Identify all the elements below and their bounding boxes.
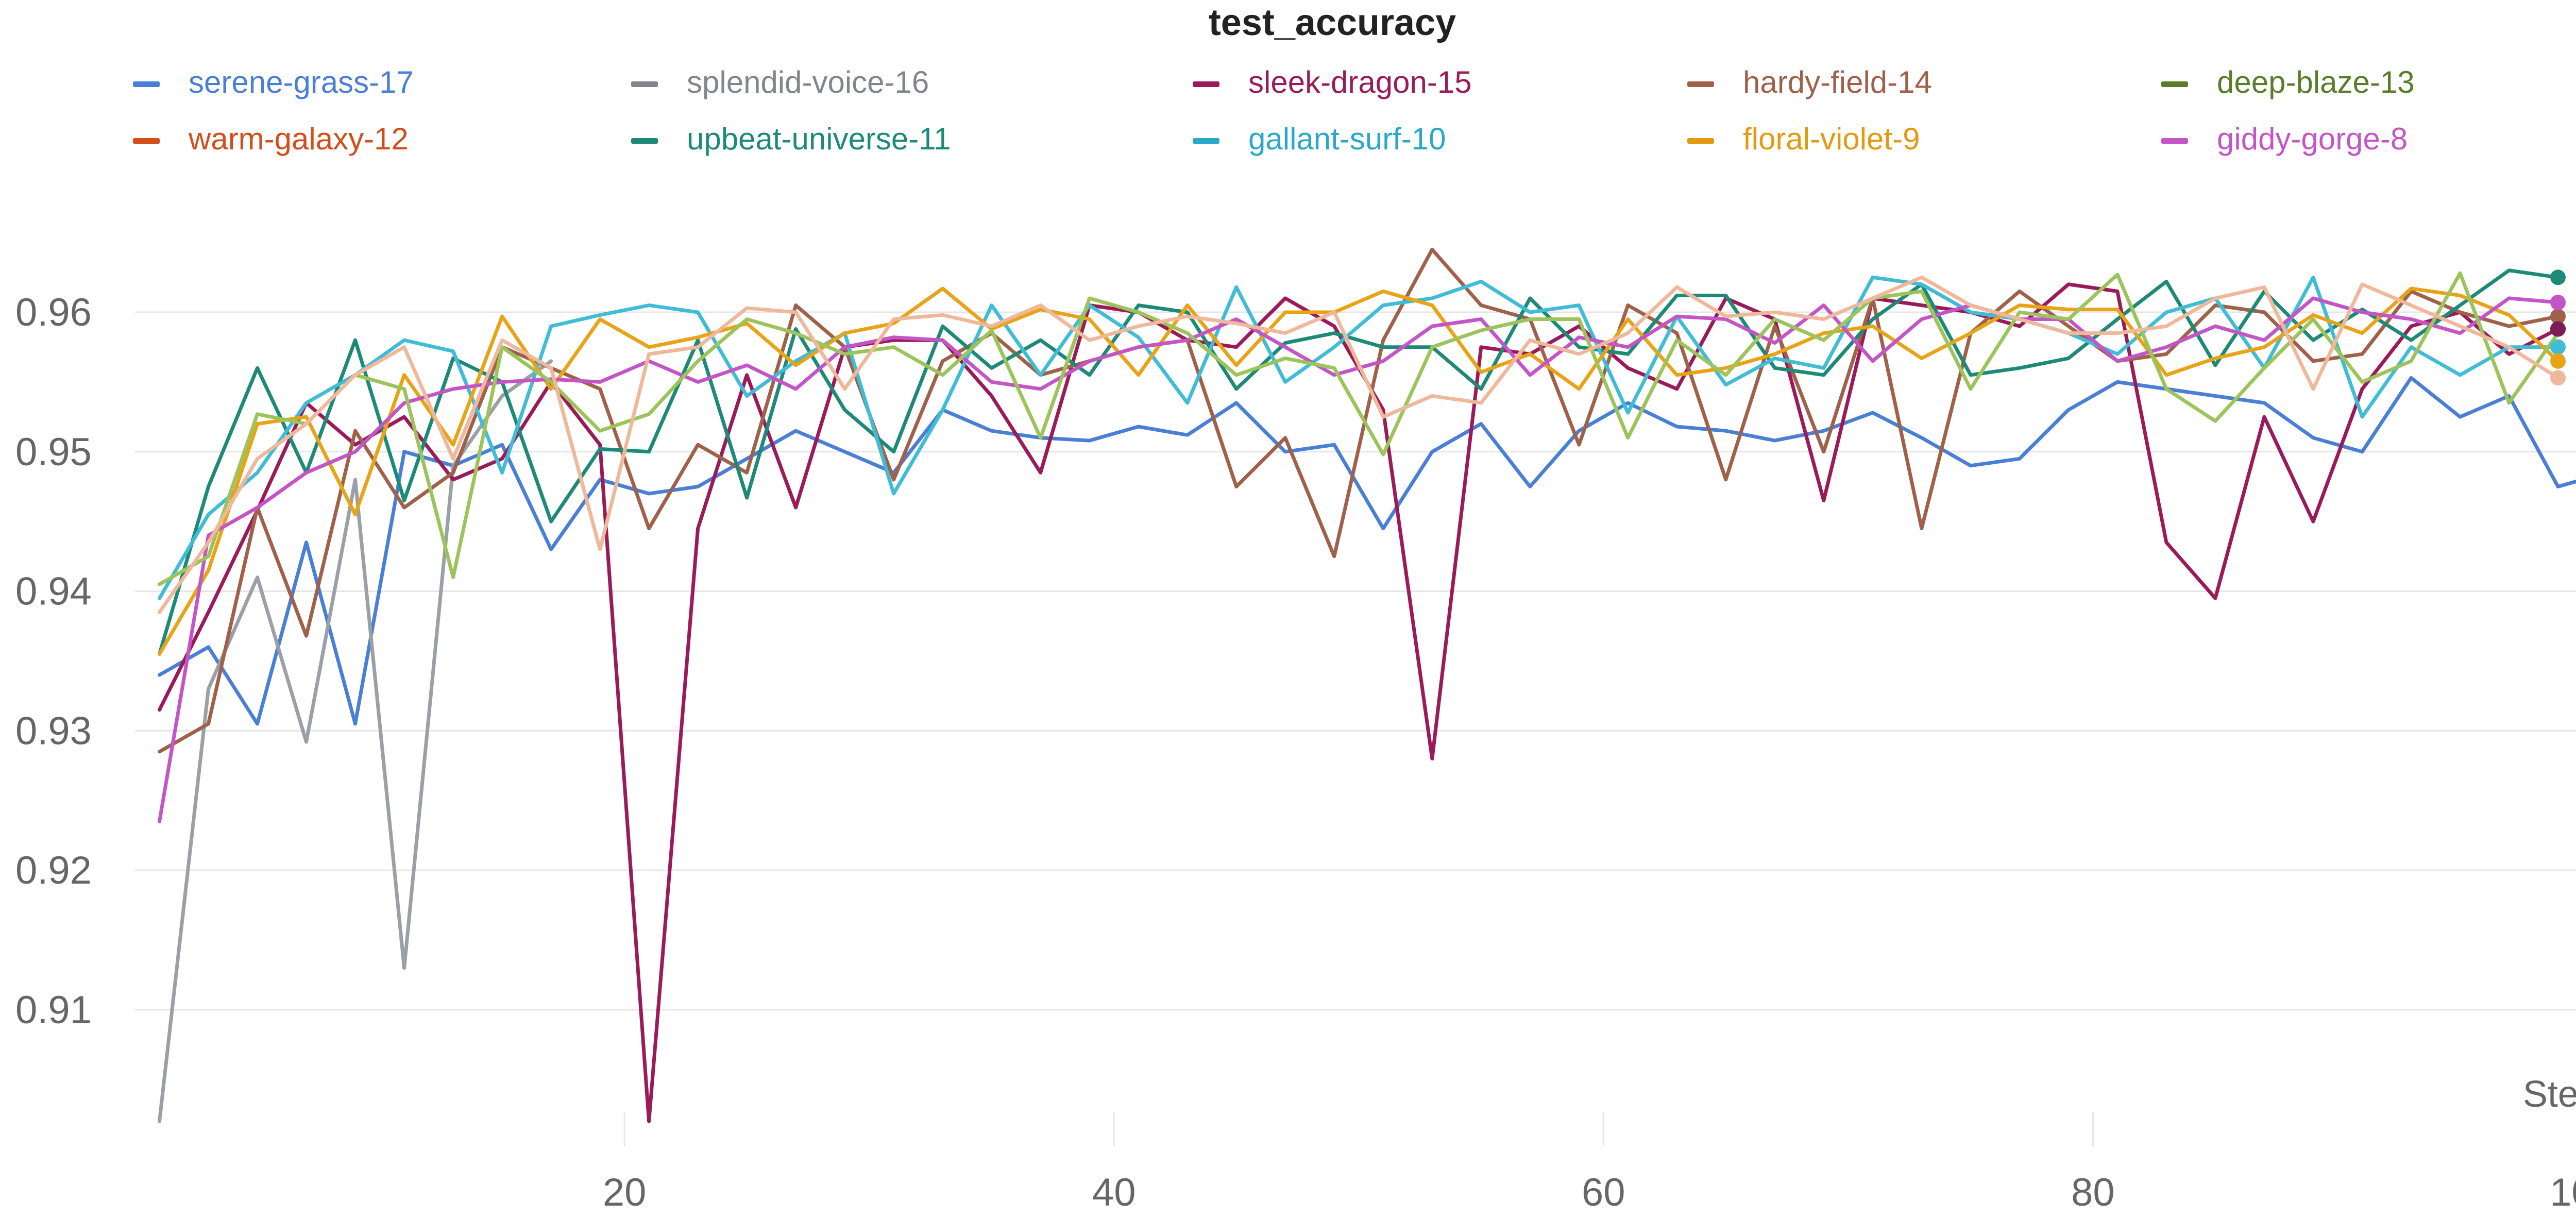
x-tick-label: 80 (2071, 1171, 2115, 1214)
chart-title: test_accuracy (1209, 2, 1456, 43)
y-tick-label: 0.96 (15, 291, 92, 334)
legend-swatch (133, 81, 160, 87)
series-end-marker (2550, 321, 2566, 337)
legend-label: splendid-voice-16 (687, 65, 929, 99)
series-line-hardy-field-14 (158, 247, 2560, 754)
legend-label: deep-blaze-13 (2217, 65, 2415, 99)
legend-item[interactable]: giddy-gorge-8 (2161, 122, 2408, 156)
series-end-marker (2550, 370, 2566, 386)
x-axis-title: Step (2523, 1074, 2576, 1115)
series-end-marker (2550, 269, 2566, 285)
legend-label: upbeat-universe-11 (687, 122, 951, 156)
x-tick-label: 40 (1092, 1171, 1136, 1214)
x-tick-label: 20 (603, 1171, 647, 1214)
legend-item[interactable]: warm-galaxy-12 (133, 122, 409, 156)
legend-label: warm-galaxy-12 (188, 122, 409, 156)
series-line-serene-grass-17 (158, 376, 2576, 726)
x-tick-label: 60 (1582, 1171, 1625, 1214)
y-tick-label: 0.92 (15, 849, 92, 892)
legend-item[interactable]: floral-violet-9 (1687, 122, 1920, 156)
legend-swatch (1687, 138, 1714, 144)
legend-label: sleek-dragon-15 (1248, 65, 1472, 99)
series-lines (158, 247, 2576, 1123)
series-line-splendid-voice-16 (158, 359, 553, 1123)
legend-swatch (1193, 81, 1219, 87)
series-end-marker (2550, 295, 2566, 311)
y-tick-label: 0.94 (15, 570, 92, 614)
legend-label: hardy-field-14 (1743, 65, 1932, 99)
y-tick-label: 0.95 (15, 430, 92, 474)
grid (135, 311, 2576, 1146)
legend-item[interactable]: upbeat-universe-11 (631, 122, 951, 156)
legend-swatch (1687, 81, 1714, 87)
x-tick-label: 100 (2550, 1171, 2576, 1214)
legend-label: giddy-gorge-8 (2217, 122, 2408, 156)
series-line-series-11 (158, 275, 2560, 614)
series-end-marker (2550, 353, 2566, 369)
axis-ticks: 0.91 0.92 0.93 0.94 0.95 0.96 20 40 60 80 100 (15, 291, 2576, 1214)
series-line-upbeat-universe-11 (158, 268, 2560, 656)
legend: serene-grass-17 splendid-voice-16 sleek-dr… (133, 65, 2415, 156)
legend-item[interactable]: splendid-voice-16 (631, 65, 929, 99)
end-markers (2550, 269, 2566, 386)
legend-label: gallant-surf-10 (1248, 122, 1446, 156)
legend-item[interactable]: gallant-surf-10 (1193, 122, 1446, 156)
series-line-series-10 (158, 271, 2560, 586)
series-line-gallant-surf-10 (158, 275, 2560, 600)
legend-item[interactable]: deep-blaze-13 (2161, 65, 2415, 99)
series-line-floral-violet-9 (158, 286, 2560, 656)
legend-item[interactable]: serene-grass-17 (133, 65, 414, 99)
legend-item[interactable]: sleek-dragon-15 (1193, 65, 1472, 99)
legend-swatch (631, 81, 658, 87)
legend-label: serene-grass-17 (189, 65, 414, 99)
series-line-giddy-gorge-8 (158, 296, 2560, 823)
y-tick-label: 0.93 (15, 709, 92, 753)
legend-swatch (2161, 81, 2188, 87)
legend-swatch (133, 138, 160, 144)
series-end-marker (2550, 339, 2566, 355)
y-tick-label: 0.91 (15, 988, 92, 1032)
legend-swatch (2161, 138, 2188, 144)
legend-label: floral-violet-9 (1743, 122, 1920, 156)
legend-swatch (631, 138, 658, 144)
legend-item[interactable]: hardy-field-14 (1687, 65, 1932, 99)
legend-swatch (1193, 138, 1219, 144)
series-end-marker (2550, 309, 2566, 325)
